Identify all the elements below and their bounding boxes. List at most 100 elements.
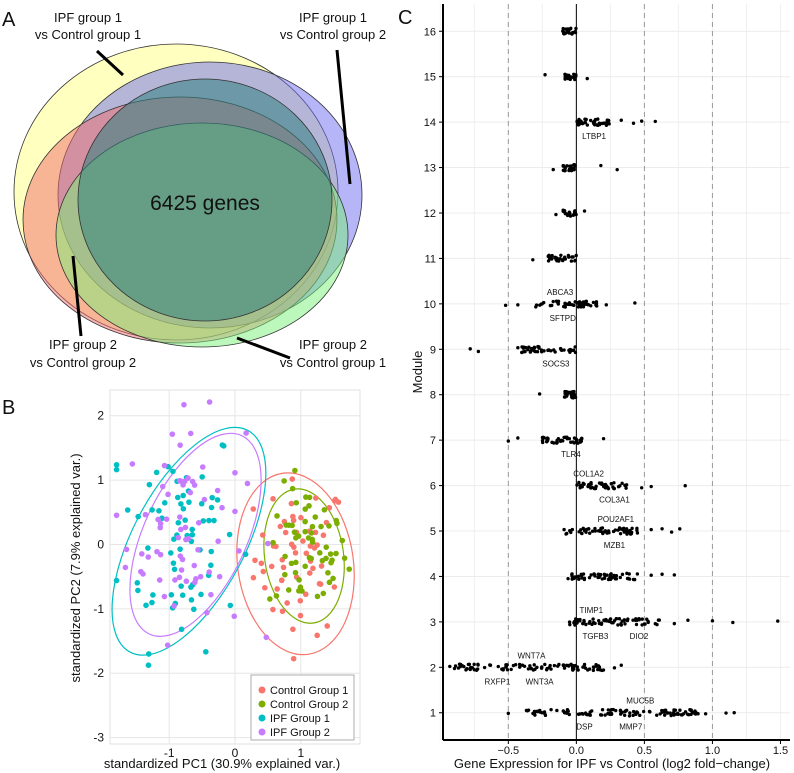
pca-legend-marker — [258, 700, 266, 708]
pca-point — [226, 531, 233, 538]
strip-point — [602, 572, 607, 577]
strip-y-tick-label: 9 — [430, 344, 436, 356]
pca-point — [268, 563, 275, 570]
pca-point — [156, 507, 162, 514]
strip-point — [569, 530, 573, 535]
pca-point — [189, 526, 195, 533]
pca-x-tick-label: -1 — [164, 746, 175, 760]
pca-point — [290, 513, 296, 520]
pca-point — [177, 514, 183, 520]
strip-x-tick-label: −0.5 — [497, 745, 519, 757]
strip-point — [567, 436, 572, 441]
pca-point — [180, 505, 187, 512]
pca-y-axis-label: standardized PC2 (7.9% explained var.) — [68, 453, 83, 682]
pca-point — [280, 564, 287, 571]
pca-point — [155, 516, 161, 523]
strip-point — [627, 714, 632, 718]
pca-point — [314, 593, 321, 600]
strip-point — [550, 257, 554, 261]
pca-point — [293, 499, 300, 506]
pca-point — [189, 478, 196, 485]
strip-point — [568, 347, 573, 352]
pca-point — [208, 504, 215, 511]
pca-point — [198, 500, 205, 507]
pca-point — [199, 474, 205, 480]
strip-point — [539, 348, 544, 352]
strip-gene-label: SFTPD — [550, 314, 576, 323]
strip-point — [567, 168, 571, 173]
pca-point — [139, 551, 145, 557]
strip-point — [679, 713, 683, 717]
strip-point — [610, 620, 614, 625]
pca-y-tick-label: 1 — [97, 473, 104, 487]
pca-point — [290, 655, 297, 662]
pca-point — [321, 506, 328, 513]
pca-point — [273, 593, 280, 599]
pca-point — [312, 514, 319, 520]
strip-y-tick-label: 11 — [425, 253, 436, 265]
strip-point — [604, 303, 608, 307]
strip-point — [627, 572, 631, 576]
pca-biplot: -1 0 1 -3 -2 -1 0 1 2 standardized PC1 (30.9% ex… — [68, 389, 361, 771]
strip-point — [571, 213, 576, 217]
venn-label-1-line-2: vs Control group 1 — [35, 27, 141, 42]
strip-point — [516, 346, 520, 350]
pca-point — [123, 546, 130, 553]
strip-point — [640, 617, 644, 621]
strip-point — [546, 259, 551, 263]
strip-point — [678, 708, 682, 712]
strip-point — [611, 529, 616, 534]
pca-point — [236, 548, 242, 554]
panel-letter-a: A — [2, 9, 16, 31]
strip-point — [577, 122, 581, 127]
strip-point — [626, 576, 630, 581]
pca-point — [181, 401, 187, 408]
strip-point — [593, 573, 597, 577]
strip-point — [576, 712, 581, 716]
strip-point — [539, 666, 544, 670]
strip-point — [580, 436, 584, 440]
strip-point — [634, 617, 638, 621]
strip-point — [577, 480, 581, 485]
strip-y-tick-label: 13 — [424, 163, 436, 175]
strip-point — [689, 708, 693, 712]
pca-legend-label: Control Group 2 — [270, 699, 348, 711]
strip-point — [556, 299, 561, 304]
pca-point — [157, 524, 164, 531]
pca-point — [182, 517, 188, 523]
pca-point — [313, 495, 319, 501]
strip-point — [625, 532, 629, 536]
pca-point — [124, 507, 131, 513]
pca-point — [157, 551, 164, 558]
pca-point — [171, 566, 178, 573]
strip-point — [569, 164, 573, 168]
strip-point — [580, 711, 584, 716]
strip-point — [732, 711, 736, 715]
strip-y-tick-label: 6 — [430, 481, 436, 493]
strip-gene-label: POU2AF1 — [598, 515, 635, 524]
strip-point — [520, 663, 525, 667]
venn-diagram: 6425 genes IPF group 1 vs Control group … — [13, 10, 386, 370]
strip-point — [534, 709, 538, 714]
strip-point — [581, 481, 585, 485]
strip-point — [649, 527, 653, 532]
strip-point — [546, 254, 550, 259]
strip-point — [591, 665, 596, 669]
pca-point — [243, 430, 249, 436]
pca-point — [178, 501, 184, 507]
venn-label-2-line-1: IPF group 1 — [299, 10, 367, 25]
strip-point — [618, 531, 623, 536]
strip-point — [517, 662, 522, 667]
pca-point — [177, 546, 183, 552]
strip-point — [570, 572, 574, 577]
strip-point — [619, 622, 623, 626]
strip-point — [567, 664, 571, 668]
pca-point — [170, 560, 177, 566]
pca-point — [178, 526, 184, 533]
strip-point — [631, 618, 635, 622]
strip-point — [567, 712, 572, 717]
pca-point — [303, 550, 310, 557]
pca-point — [178, 626, 185, 633]
strip-point — [600, 577, 604, 581]
strip-point — [472, 662, 476, 667]
